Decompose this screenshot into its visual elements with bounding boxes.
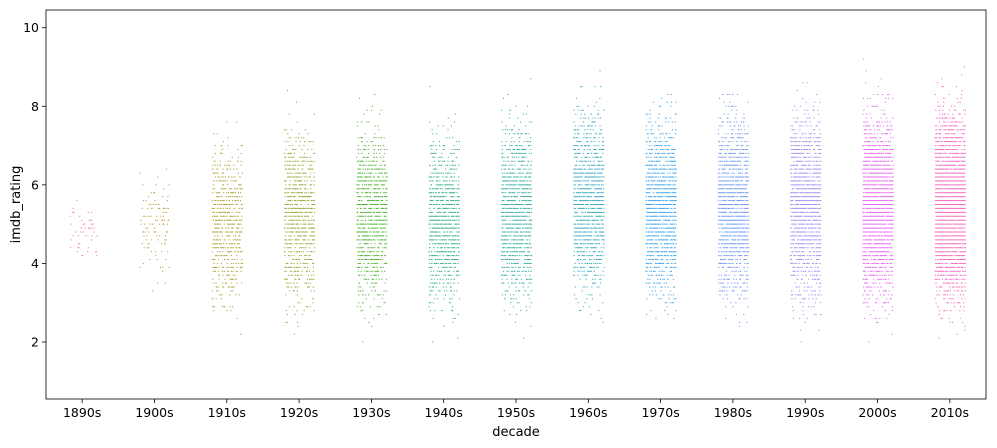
- x-tick-label: 1940s: [425, 405, 463, 420]
- series-1900s: [139, 168, 170, 292]
- x-tick-label: 1970s: [641, 405, 679, 420]
- x-tick-label: 1960s: [569, 405, 607, 420]
- points-2010s: [934, 66, 967, 339]
- points-1990s: [790, 82, 822, 343]
- series-1950s: [500, 78, 533, 339]
- x-tick-label: 1990s: [786, 405, 824, 420]
- points-1940s: [428, 86, 460, 343]
- x-tick-label: 1980s: [714, 405, 752, 420]
- series-1920s: [283, 90, 316, 335]
- x-tick-label: 1900s: [135, 405, 173, 420]
- x-tick-label: 1910s: [208, 405, 246, 420]
- points-1960s: [573, 70, 605, 323]
- series-1940s: [428, 86, 460, 343]
- y-tick-label: 2: [31, 335, 39, 350]
- series-2000s: [862, 58, 894, 343]
- x-axis: 1890s 1900s 1910s 1920s 1930s 1940s 1950s 1960s…: [63, 399, 969, 420]
- x-tick-label: 1930s: [352, 405, 390, 420]
- points-2000s: [862, 58, 894, 343]
- x-tick-label: 1950s: [497, 405, 535, 420]
- x-tick-label: 1920s: [280, 405, 318, 420]
- series-1930s: [356, 94, 388, 343]
- series-1890s: [69, 200, 98, 257]
- points-1980s: [717, 94, 750, 327]
- series-1990s: [790, 82, 822, 343]
- y-axis: 2 4 6 8 10: [23, 20, 46, 350]
- points-1970s: [645, 94, 677, 319]
- y-tick-label: 4: [31, 256, 39, 271]
- data-points: [69, 58, 967, 343]
- y-axis-label: imdb_rating: [9, 166, 24, 244]
- series-1980s: [717, 94, 750, 327]
- x-tick-label: 1890s: [63, 405, 101, 420]
- series-2010s: [934, 66, 967, 339]
- points-1950s: [500, 78, 533, 339]
- x-axis-label: decade: [492, 425, 540, 440]
- x-tick-label: 2010s: [931, 405, 969, 420]
- points-1930s: [356, 94, 388, 343]
- x-tick-label: 2000s: [858, 405, 896, 420]
- y-tick-label: 8: [31, 99, 39, 114]
- points-1910s: [211, 121, 243, 335]
- points-1890s: [69, 200, 98, 257]
- series-1960s: [573, 70, 605, 323]
- series-1910s: [211, 121, 243, 335]
- y-tick-label: 6: [31, 177, 39, 192]
- series-1970s: [645, 94, 677, 319]
- points-1920s: [283, 90, 316, 335]
- points-1900s: [139, 168, 170, 292]
- y-tick-label: 10: [23, 20, 39, 35]
